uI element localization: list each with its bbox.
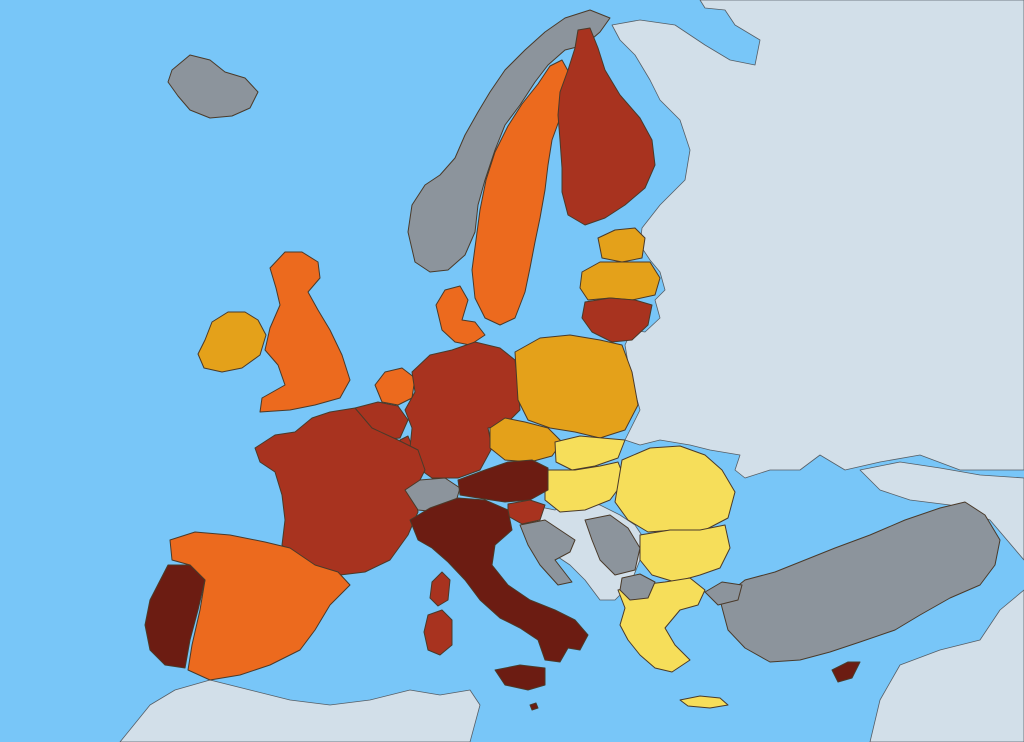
united-kingdom [259,251,351,413]
estonia [597,227,646,263]
netherlands [374,367,416,406]
romania [614,445,736,533]
bulgaria [639,524,731,583]
poland [514,334,639,439]
sicily [494,664,546,691]
denmark [435,285,486,346]
sardinia [423,609,453,656]
caucasus [859,461,1024,561]
greece [617,577,706,673]
north-africa [119,679,481,742]
middle-east [869,589,1024,742]
croatia [519,519,576,586]
north-macedonia [619,573,656,601]
cyprus [831,661,861,683]
spain [169,531,351,681]
russia-belarus-ukraine [611,0,1024,479]
iceland [167,54,259,119]
sweden [471,59,573,326]
ireland [197,311,267,373]
austria [457,459,549,503]
corsica [429,571,451,607]
latvia [579,261,661,301]
countries [144,9,1001,711]
finland [557,27,656,226]
greece-crete [679,695,729,709]
turkey-thrace [704,581,743,606]
serbia [584,514,641,576]
malta [529,702,539,711]
slovakia [554,435,626,471]
lithuania [581,297,653,343]
turkey [719,501,1001,663]
italy [409,497,589,663]
portugal [144,564,206,669]
